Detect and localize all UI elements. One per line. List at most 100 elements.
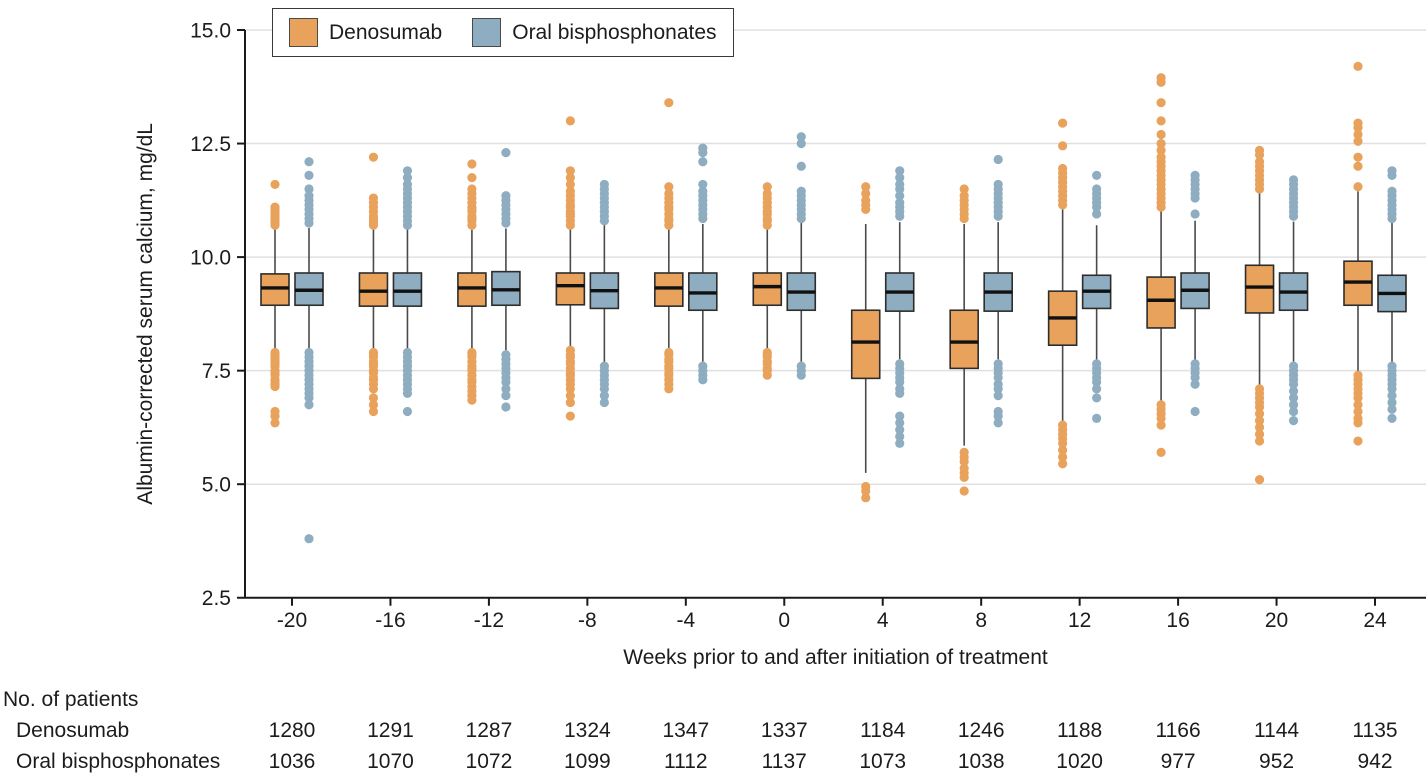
patient-count: 1337 <box>761 719 808 742</box>
outlier-dot <box>664 384 674 394</box>
outlier-dot <box>599 384 609 394</box>
outlier-dot <box>1092 377 1102 387</box>
outlier-dot <box>993 418 1003 428</box>
outlier-dot <box>1254 436 1265 446</box>
patients-row-label-0: Denosumab <box>16 719 129 742</box>
outlier-dot <box>599 179 609 190</box>
outlier-dot <box>796 132 806 142</box>
outlier-dot <box>467 395 477 405</box>
patient-count: 1073 <box>859 750 906 773</box>
outlier-dot <box>565 166 575 176</box>
outlier-dot <box>959 191 969 201</box>
box-oral-bisphosphonates-week-12 <box>1081 170 1112 423</box>
outlier-dot <box>1092 170 1102 180</box>
box-denosumab-week--4 <box>654 98 684 394</box>
outlier-dot <box>1058 118 1068 128</box>
patient-count: 1184 <box>860 719 905 742</box>
outlier-dot <box>1156 116 1166 126</box>
outlier-dot <box>270 381 280 392</box>
box-denosumab-week-16 <box>1146 73 1176 458</box>
outlier-dot <box>501 384 511 394</box>
outlier-dot <box>368 393 379 403</box>
outlier-dot <box>993 391 1003 401</box>
box-oral-bisphosphonates-week-8 <box>983 154 1013 428</box>
outlier-dot <box>1353 393 1363 403</box>
box-oral-bisphosphonates-week--16 <box>392 166 423 417</box>
outlier-dot <box>1353 436 1363 446</box>
outlier-dot <box>1288 406 1299 417</box>
outlier-dot <box>1288 386 1299 396</box>
outlier-dot <box>796 186 806 196</box>
box-oral-bisphosphonates-week--8 <box>589 179 620 408</box>
outlier-dot <box>565 391 575 401</box>
outlier-dot <box>1353 161 1363 171</box>
outlier-dot <box>1190 209 1200 219</box>
outlier-dot <box>565 179 575 190</box>
outlier-dot <box>1288 416 1299 426</box>
outlier-dot <box>304 170 314 180</box>
box-denosumab-week-4 <box>850 182 881 503</box>
outlier-dot <box>1092 413 1102 423</box>
outlier-dot <box>1254 429 1265 439</box>
patients-table-header: No. of patients <box>3 688 138 711</box>
outlier-dot <box>1353 152 1363 162</box>
outlier-dot <box>698 157 708 167</box>
x-tick-label: -16 <box>375 609 405 632</box>
oral-bisphosphonates-swatch <box>472 18 502 47</box>
outlier-dot <box>599 397 609 408</box>
outlier-dot <box>959 456 969 467</box>
outlier-dot <box>304 191 314 201</box>
outlier-dot <box>1092 393 1102 403</box>
outlier-dot <box>1058 141 1068 151</box>
patient-count: 1038 <box>958 750 1005 773</box>
outlier-dot <box>1156 138 1166 149</box>
outlier-dot <box>1387 404 1397 414</box>
outlier-dot <box>270 418 280 428</box>
outlier-dot <box>402 406 413 417</box>
outlier-dot <box>895 197 905 208</box>
outlier-dot <box>1353 61 1363 71</box>
outlier-dot <box>1156 152 1166 162</box>
box-denosumab-week-20 <box>1244 145 1275 485</box>
y-tick-label: 2.5 <box>202 587 231 610</box>
outlier-dot <box>368 193 379 203</box>
outlier-dot <box>1353 118 1363 128</box>
patient-count: 1020 <box>1056 750 1103 773</box>
outlier-dot <box>1254 475 1265 485</box>
box-denosumab-week-12 <box>1047 118 1078 469</box>
outlier-dot <box>1156 447 1166 458</box>
outlier-dot <box>270 411 280 421</box>
denosumab-legend-label: Denosumab <box>329 20 443 44</box>
outlier-dot <box>368 406 379 417</box>
outlier-dot <box>895 173 905 183</box>
outlier-dot <box>861 486 871 496</box>
outlier-dot <box>1156 73 1166 83</box>
y-tick-label: 15.0 <box>190 19 231 42</box>
outlier-dot <box>895 431 905 442</box>
outlier-dot <box>762 182 772 192</box>
outlier-dot <box>467 184 477 194</box>
patient-count: 1324 <box>564 719 611 742</box>
outlier-dot <box>1156 98 1166 108</box>
outlier-dot <box>1353 406 1363 417</box>
outlier-dot <box>1190 170 1200 180</box>
outlier-dot <box>1190 379 1200 389</box>
outlier-dot <box>1353 400 1363 410</box>
x-axis-title: Weeks prior to and after initiation of t… <box>623 646 1048 669</box>
box-oral-bisphosphonates-week-20 <box>1278 175 1309 426</box>
outlier-dot <box>270 179 280 190</box>
outlier-dot <box>1058 438 1068 448</box>
box-oral-bisphosphonates-week--20 <box>294 157 324 544</box>
outlier-dot <box>402 173 413 183</box>
outlier-dot <box>1254 422 1265 433</box>
outlier-dot <box>402 166 413 176</box>
box-denosumab-week--8 <box>555 116 586 421</box>
x-tick-label: 20 <box>1265 609 1288 632</box>
outlier-dot <box>698 179 708 190</box>
patient-count: 977 <box>1161 750 1196 773</box>
outlier-dot <box>565 397 575 408</box>
outlier-dot <box>1387 186 1397 196</box>
outlier-dot <box>895 388 905 398</box>
